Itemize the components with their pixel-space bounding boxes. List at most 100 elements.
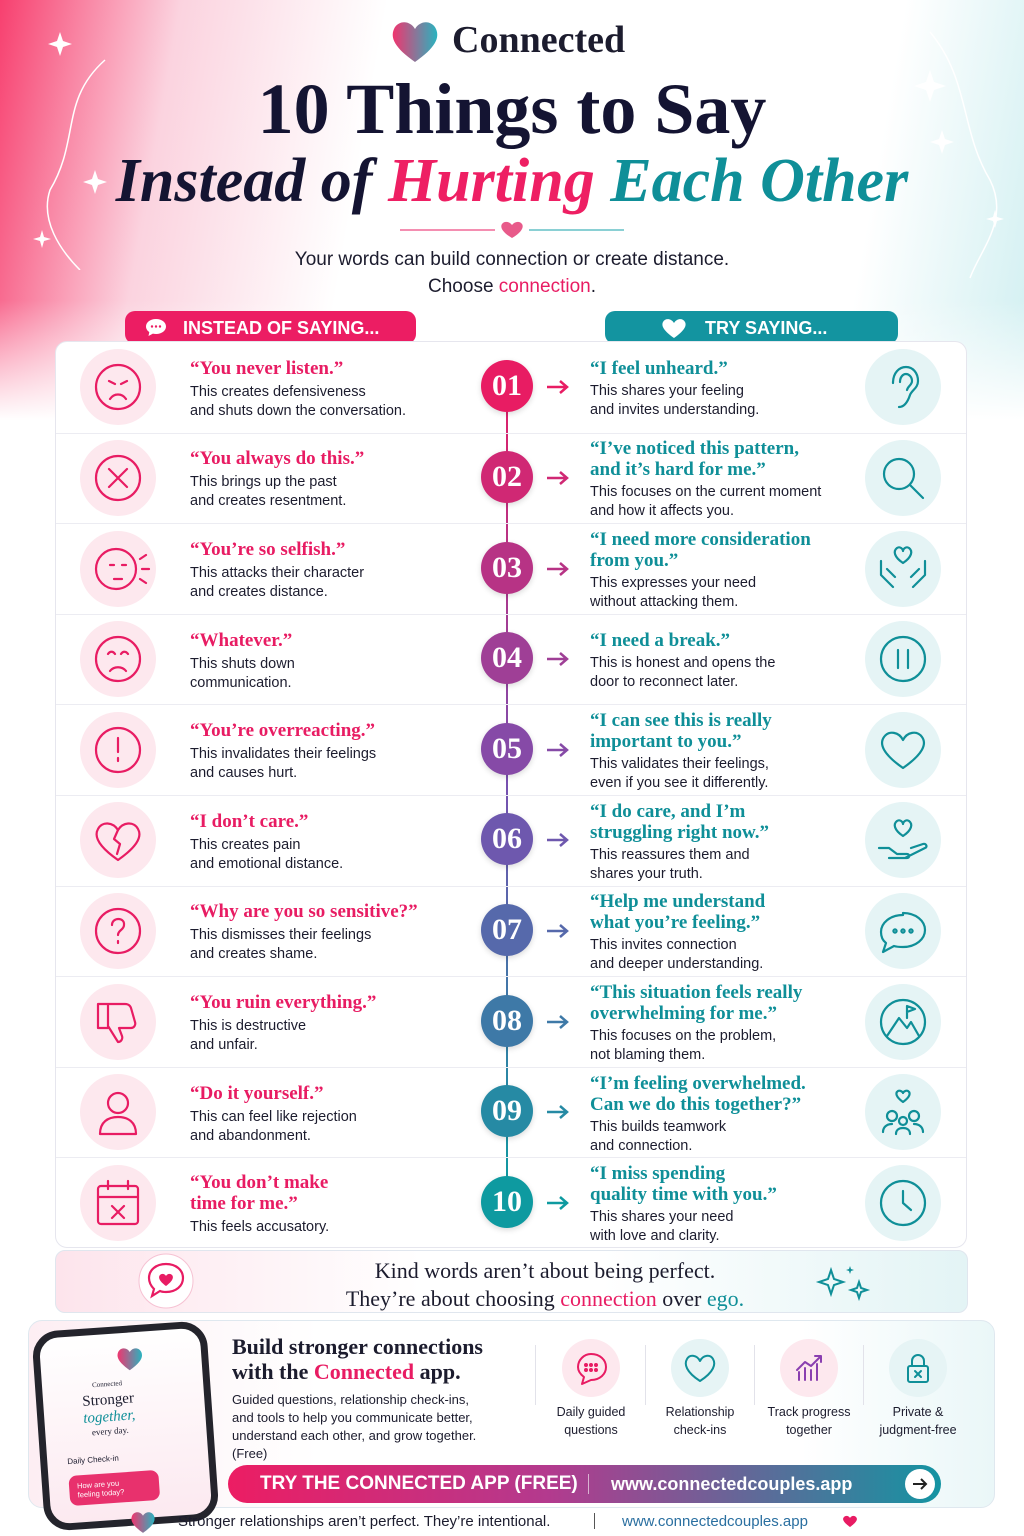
good-desc-line: and deeper understanding. [590,956,764,973]
bad-desc-line: This dismisses their feelings [190,927,372,944]
title-text: Instead of [115,147,373,215]
good-icon [865,1074,941,1151]
good-desc: This invites connection and deeper unders… [590,936,860,974]
feature-label: Relationship check-ins [646,1403,754,1439]
bad-desc-line: This can feel like rejection [190,1108,357,1125]
good-icon [865,349,941,426]
bad-desc-line: This invalidates their feelings [190,746,377,763]
feature-label: Track progress together [755,1403,863,1439]
feature-icon [780,1339,838,1397]
bad-text: “You always do this.” This brings up the … [190,440,480,520]
number-badge: 05 [481,722,533,775]
good-text: “I miss spending quality time with you.” T… [590,1161,860,1249]
bad-desc-line: This shuts down [190,655,295,672]
divider [400,221,624,238]
good-quote: “This situation feels really overwhelming… [590,982,860,1024]
sparkle-left [33,32,107,270]
bad-text: “You’re overreacting.” This invalidates t… [190,712,480,792]
good-quote-line: “Help me understand [590,891,766,913]
good-quote-line: and it’s hard for me.” [590,459,766,481]
bad-desc: This shuts down communication. [190,655,480,693]
good-text: “Help me understand what you’re feeling.”… [590,889,860,977]
bad-quote: “Do it yourself.” [190,1083,480,1104]
row-divider [56,795,966,796]
good-quote-line: “I need more consideration [590,529,811,550]
promo-heading: Build stronger connections with the Conne… [232,1334,483,1384]
feature-label-line: questions [564,1423,618,1437]
subtitle-line: Choose connection. [0,273,1024,300]
good-desc-line: This reassures them and [590,846,750,863]
row-divider [56,1066,966,1068]
bad-icon [80,621,156,698]
good-icon [865,439,941,516]
promo-description-line: understand each other, and grow together… [232,1428,477,1443]
arrow [547,652,569,667]
bad-quote-line: “You never listen.” [190,357,344,379]
good-desc-line: even if you see it differently. [590,775,769,792]
bad-text: “Why are you so sensitive?” This dismisse… [190,893,480,973]
row-divider [56,976,966,978]
good-desc-line: without attacking them. [590,594,739,610]
bad-quote: “You never listen.” [190,358,480,379]
good-quote-line: struggling right now.” [590,821,769,843]
good-desc-line: with love and clarity. [590,1228,720,1245]
bad-quote-line: “You always do this.” [190,448,365,470]
promo-heading-text: with the [232,1359,309,1384]
cta-button[interactable]: TRY THE CONNECTED APP (FREE) www.connecte… [228,1465,941,1503]
promo-heading-line: Build stronger connections [232,1334,483,1359]
bad-desc-line: and creates shame. [190,946,318,963]
arrow [547,742,569,757]
number-text: 08 [492,1003,522,1037]
good-desc-line: This shares your feeling [590,383,744,400]
good-icon [865,530,941,607]
bad-quote-line: “Whatever.” [190,629,293,651]
bad-icon [80,983,156,1060]
bad-desc-line: and unfair. [190,1037,258,1053]
good-quote: “Help me understand what you’re feeling.” [590,891,860,933]
footer-heart [131,1512,155,1533]
subtitle: Your words can build connection or creat… [0,246,1024,300]
bad-text: “You’re so selfish.” This attacks their c… [190,531,480,611]
bad-desc: This feels accusatory. [190,1218,480,1237]
subtitle-text: . [590,276,596,297]
good-icon [865,711,941,788]
good-desc: This shares your feeling and invites unde… [590,382,860,420]
bad-quote-line: “You don’t make [190,1172,329,1194]
good-quote-line: “I’ve noticed this pattern, [590,438,799,460]
bad-desc: This is destructive and unfair. [190,1017,480,1055]
good-text: “I feel unheard.” This shares your feelin… [590,345,860,433]
phone-content: Connected Stronger together, every day. [62,1377,156,1439]
feature-label-line: Private & [892,1405,944,1419]
good-desc-line: This focuses on the current moment [590,484,822,501]
bad-text: “You never listen.” This creates defensiv… [190,349,480,429]
sparkle-right [914,31,1004,279]
bad-desc-line: communication. [190,674,292,691]
subtitle-text: Choose [428,276,494,297]
row-divider [56,885,966,887]
arrow [547,1195,569,1210]
good-icon [865,1164,941,1241]
good-desc-line: This builds teamwork [590,1118,727,1135]
bad-icon [80,711,156,788]
good-quote-line: important to you.” [590,731,742,753]
good-desc: This is honest and opens the door to reco… [590,654,860,692]
good-text: “I do care, and I’m struggling right now.… [590,798,860,886]
bad-desc-line: and abandonment. [190,1127,311,1144]
feature-label-line: check-ins [673,1423,727,1437]
number-badge: 01 [481,360,533,413]
good-desc-line: and how it affects you. [590,503,735,520]
row-divider [56,704,966,706]
number-text: 04 [492,641,522,675]
header-text: TRY SAYING... [705,318,828,338]
arrow [547,923,569,938]
good-quote-line: “This situation feels really [590,982,803,1003]
header-icon [662,319,686,338]
closing-highlight: ego. [706,1286,745,1311]
bad-desc-line: This creates defensiveness [190,383,366,400]
subtitle-line: Your words can build connection or creat… [294,249,730,270]
promo-description-line: Guided questions, relationship check-ins… [232,1392,470,1407]
bad-quote: “You always do this.” [190,448,480,469]
bad-desc: This invalidates their feelings and cause… [190,745,480,783]
good-icon [865,621,941,698]
bad-desc: This can feel like rejection and abandonm… [190,1108,480,1146]
